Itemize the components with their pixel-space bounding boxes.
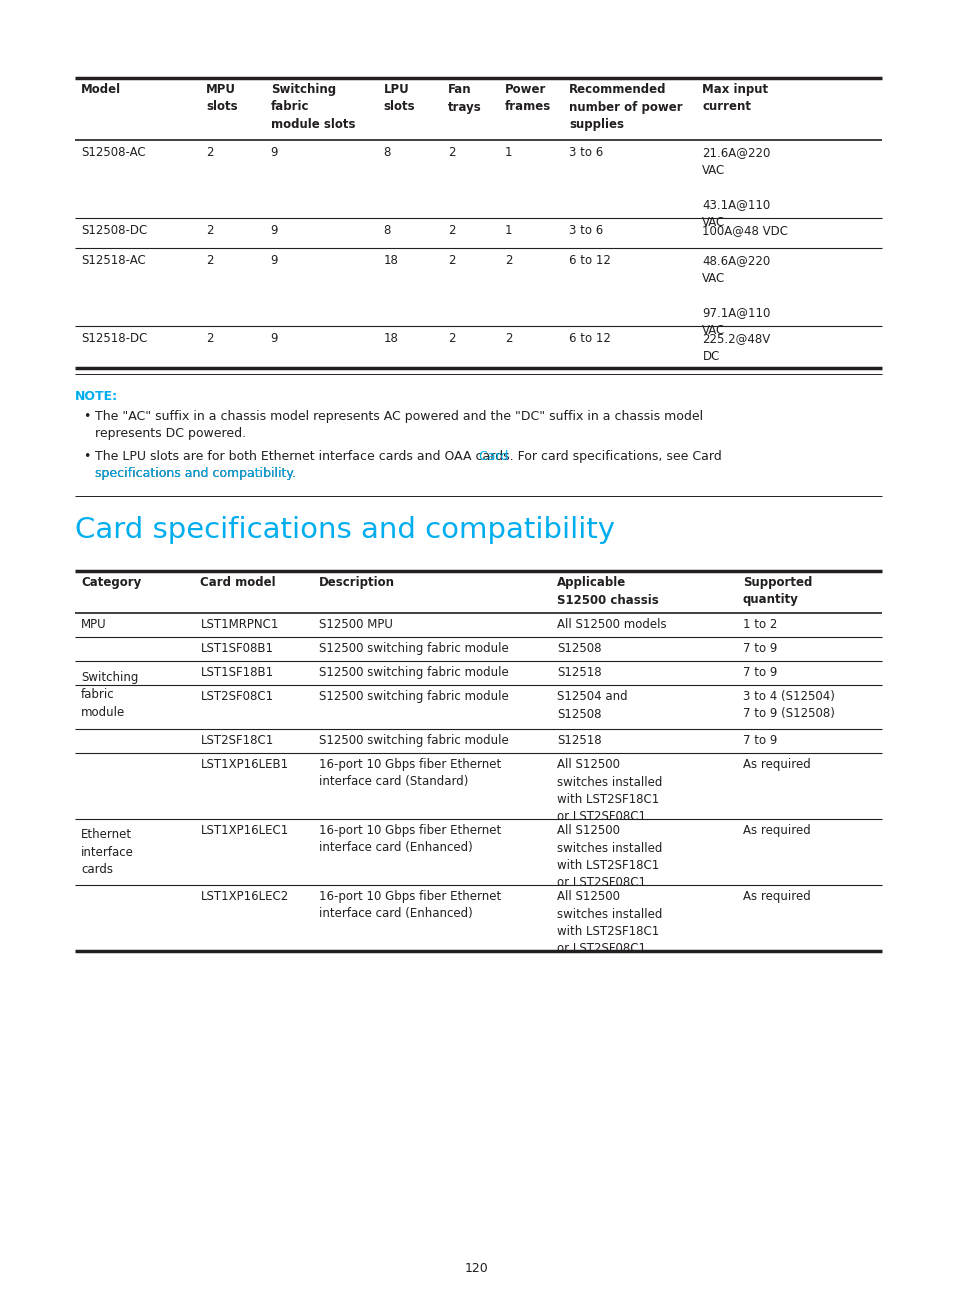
Text: 2: 2 (206, 146, 213, 159)
Text: S12508-DC: S12508-DC (81, 224, 147, 237)
Text: 21.6A@220
VAC

43.1A@110
VAC: 21.6A@220 VAC 43.1A@110 VAC (701, 146, 770, 229)
Text: S12518: S12518 (557, 666, 601, 679)
Text: S12500 switching fabric module: S12500 switching fabric module (318, 666, 508, 679)
Text: Recommended
number of power
supplies: Recommended number of power supplies (569, 83, 682, 131)
Text: LPU
slots: LPU slots (383, 83, 415, 114)
Text: 16-port 10 Gbps fiber Ethernet
interface card (Standard): 16-port 10 Gbps fiber Ethernet interface… (318, 758, 500, 788)
Text: S12508-AC: S12508-AC (81, 146, 146, 159)
Text: 3 to 4 (S12504)
7 to 9 (S12508): 3 to 4 (S12504) 7 to 9 (S12508) (742, 689, 834, 721)
Text: 6 to 12: 6 to 12 (569, 254, 611, 267)
Text: MPU
slots: MPU slots (206, 83, 237, 114)
Text: 48.6A@220
VAC

97.1A@110
VAC: 48.6A@220 VAC 97.1A@110 VAC (701, 254, 770, 337)
Text: 18: 18 (383, 332, 398, 345)
Text: S12500 switching fabric module: S12500 switching fabric module (318, 689, 508, 702)
Text: 9: 9 (271, 254, 278, 267)
Text: Supported
quantity: Supported quantity (742, 575, 811, 607)
Text: LST1SF18B1: LST1SF18B1 (200, 666, 274, 679)
Text: All S12500
switches installed
with LST2SF18C1
or LST2SF08C1: All S12500 switches installed with LST2S… (557, 758, 661, 823)
Text: Card specifications and compatibility: Card specifications and compatibility (75, 516, 615, 544)
Text: S12518: S12518 (557, 734, 601, 746)
Text: As required: As required (742, 758, 810, 771)
Text: 3 to 6: 3 to 6 (569, 146, 603, 159)
Text: •: • (83, 450, 91, 463)
Text: The "AC" suffix in a chassis model represents AC powered and the "DC" suffix in : The "AC" suffix in a chassis model repre… (95, 410, 702, 441)
Text: 7 to 9: 7 to 9 (742, 734, 777, 746)
Text: All S12500
switches installed
with LST2SF18C1
or LST2SF08C1: All S12500 switches installed with LST2S… (557, 824, 661, 889)
Text: Description: Description (318, 575, 395, 588)
Text: Card model: Card model (200, 575, 275, 588)
Text: 2: 2 (206, 332, 213, 345)
Text: Max input
current: Max input current (701, 83, 768, 114)
Text: LST2SF18C1: LST2SF18C1 (200, 734, 274, 746)
Text: 2: 2 (504, 254, 512, 267)
Text: As required: As required (742, 890, 810, 903)
Text: LST1XP16LEC1: LST1XP16LEC1 (200, 824, 289, 837)
Text: Category: Category (81, 575, 141, 588)
Text: 18: 18 (383, 254, 398, 267)
Text: 9: 9 (271, 332, 278, 345)
Text: 2: 2 (206, 254, 213, 267)
Text: Card
specifications and compatibility.: Card specifications and compatibility. (95, 450, 508, 481)
Text: 1: 1 (504, 224, 512, 237)
Text: Switching
fabric
module: Switching fabric module (81, 671, 138, 719)
Text: S12508: S12508 (557, 642, 601, 654)
Text: MPU: MPU (81, 618, 107, 631)
Text: 9: 9 (271, 224, 278, 237)
Text: 16-port 10 Gbps fiber Ethernet
interface card (Enhanced): 16-port 10 Gbps fiber Ethernet interface… (318, 824, 500, 854)
Text: LST2SF08C1: LST2SF08C1 (200, 689, 274, 702)
Text: LST1MRPNC1: LST1MRPNC1 (200, 618, 278, 631)
Text: 9: 9 (271, 146, 278, 159)
Text: S12518-DC: S12518-DC (81, 332, 147, 345)
Text: S12504 and
S12508: S12504 and S12508 (557, 689, 627, 721)
Text: S12518-AC: S12518-AC (81, 254, 146, 267)
Text: LST1XP16LEC2: LST1XP16LEC2 (200, 890, 289, 903)
Text: Switching
fabric
module slots: Switching fabric module slots (271, 83, 355, 131)
Text: 2: 2 (448, 224, 456, 237)
Text: 16-port 10 Gbps fiber Ethernet
interface card (Enhanced): 16-port 10 Gbps fiber Ethernet interface… (318, 890, 500, 920)
Text: 3 to 6: 3 to 6 (569, 224, 603, 237)
Text: All S12500 models: All S12500 models (557, 618, 666, 631)
Text: 2: 2 (206, 224, 213, 237)
Text: 100A@48 VDC: 100A@48 VDC (701, 224, 787, 237)
Text: 2: 2 (448, 332, 456, 345)
Text: 6 to 12: 6 to 12 (569, 332, 611, 345)
Text: 1: 1 (504, 146, 512, 159)
Text: 1 to 2: 1 to 2 (742, 618, 777, 631)
Text: 7 to 9: 7 to 9 (742, 642, 777, 654)
Text: LST1SF08B1: LST1SF08B1 (200, 642, 274, 654)
Text: 2: 2 (448, 254, 456, 267)
Text: 7 to 9: 7 to 9 (742, 666, 777, 679)
Text: 2: 2 (448, 146, 456, 159)
Text: All S12500
switches installed
with LST2SF18C1
or LST2SF08C1: All S12500 switches installed with LST2S… (557, 890, 661, 955)
Text: Power
frames: Power frames (504, 83, 550, 114)
Text: Model: Model (81, 83, 121, 96)
Text: S12500 switching fabric module: S12500 switching fabric module (318, 734, 508, 746)
Text: 8: 8 (383, 224, 391, 237)
Text: S12500 switching fabric module: S12500 switching fabric module (318, 642, 508, 654)
Text: Ethernet
interface
cards: Ethernet interface cards (81, 828, 133, 876)
Text: Fan
trays: Fan trays (448, 83, 481, 114)
Text: S12500 MPU: S12500 MPU (318, 618, 393, 631)
Text: The LPU slots are for both Ethernet interface cards and OAA cards. For card spec: The LPU slots are for both Ethernet inte… (95, 450, 721, 481)
Text: NOTE:: NOTE: (75, 390, 118, 403)
Text: As required: As required (742, 824, 810, 837)
Text: 8: 8 (383, 146, 391, 159)
Text: •: • (83, 410, 91, 422)
Text: LST1XP16LEB1: LST1XP16LEB1 (200, 758, 288, 771)
Text: 225.2@48V
DC: 225.2@48V DC (701, 332, 770, 363)
Text: 120: 120 (465, 1262, 488, 1275)
Text: 2: 2 (504, 332, 512, 345)
Text: Applicable
S12500 chassis: Applicable S12500 chassis (557, 575, 659, 607)
